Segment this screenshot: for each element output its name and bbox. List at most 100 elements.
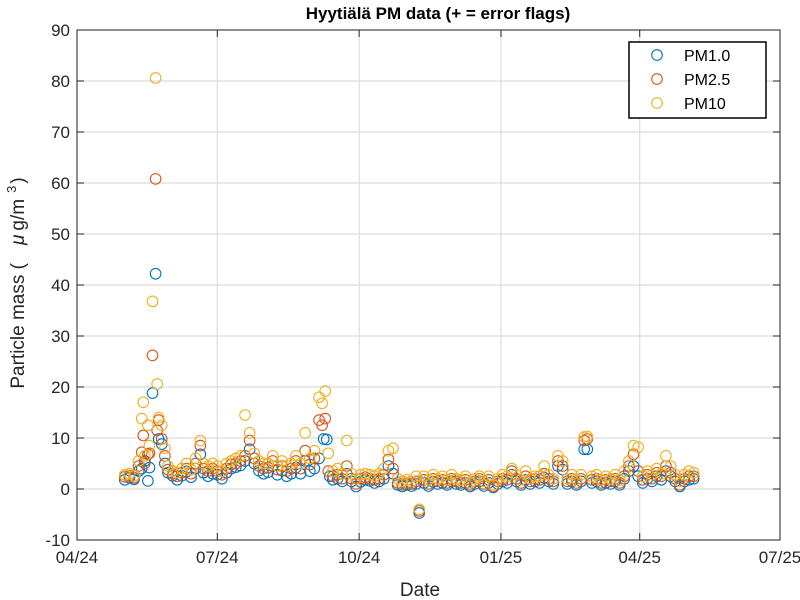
data-point [387, 462, 399, 475]
data-point [505, 462, 518, 475]
data-point [336, 472, 349, 485]
x-tick-label: 04/25 [618, 548, 661, 567]
x-axis-label: Date [400, 580, 440, 600]
data-point [340, 434, 353, 447]
legend-label: PM1.0 [684, 48, 730, 65]
data-point [185, 467, 197, 480]
data-point [303, 458, 316, 471]
data-point [487, 479, 500, 491]
x-tick-label: 10/24 [338, 548, 381, 567]
data-point [149, 72, 162, 84]
data-point [146, 387, 159, 399]
data-point [319, 385, 332, 397]
data-point [185, 463, 197, 476]
data-point [135, 412, 148, 425]
data-point [556, 460, 569, 472]
data-point [413, 503, 426, 516]
data-point [627, 439, 640, 452]
legend-marker [651, 73, 663, 85]
data-point [581, 433, 594, 445]
data-point [135, 446, 148, 459]
data-point [294, 457, 307, 470]
data-point [316, 397, 328, 410]
data-point [180, 457, 193, 470]
legend: PM1.0 PM2.5 PM10 [628, 41, 767, 119]
data-point [151, 378, 164, 390]
data-point [146, 295, 159, 308]
axis-ticks: -10 0 10 20 30 40 50 60 70 80 90 04/24 07/24 10/24 01/… [45, 21, 800, 567]
data-point [660, 450, 672, 462]
data-point [152, 411, 165, 424]
y-tick-label: -10 [45, 531, 70, 550]
legend-marker [651, 97, 663, 109]
data-point [623, 455, 635, 467]
legend-marker [651, 49, 663, 61]
data-point [316, 419, 328, 432]
data-point [396, 475, 409, 488]
legend-label: PM10 [684, 96, 726, 113]
data-point [382, 453, 395, 466]
data-point [377, 468, 390, 481]
data-point [243, 434, 256, 447]
data-point [137, 396, 150, 409]
data-point [319, 412, 332, 425]
data-point [599, 473, 612, 486]
data-point [143, 439, 156, 452]
data-point [359, 467, 372, 480]
legend-label: PM2.5 [684, 72, 730, 89]
data-point [364, 468, 376, 481]
data-point [308, 452, 321, 465]
data-point [137, 429, 150, 442]
data-point [266, 450, 279, 462]
data-point [138, 450, 151, 462]
data-point [632, 441, 645, 454]
data-point [496, 468, 509, 481]
data-point [257, 457, 270, 470]
data-point [673, 479, 686, 491]
data-point [354, 468, 367, 481]
data-point [142, 419, 154, 432]
data-point [118, 468, 131, 481]
data-point [243, 427, 256, 439]
data-point [149, 173, 162, 185]
y-axis-label-exponent: 3 [4, 186, 19, 193]
data-point [683, 465, 695, 478]
y-axis-label-mu: μ [8, 234, 29, 246]
data-point [547, 472, 560, 485]
y-tick-label: 60 [51, 174, 70, 193]
x-tick-label: 07/24 [196, 548, 239, 567]
data-point [529, 470, 541, 483]
data-point [159, 442, 171, 455]
data-point [149, 267, 162, 280]
data-point [194, 439, 207, 452]
data-point [155, 419, 168, 432]
data-point [155, 438, 168, 450]
data-point [687, 466, 700, 479]
data-point [299, 427, 312, 439]
data-points [118, 72, 700, 519]
data-point [410, 470, 423, 483]
data-point [581, 430, 594, 443]
y-tick-label: 30 [51, 327, 70, 346]
y-tick-label: 50 [51, 225, 70, 244]
series-pm10 [118, 72, 700, 516]
y-tick-label: 0 [61, 480, 70, 499]
data-point [239, 409, 251, 421]
data-point [336, 467, 349, 480]
chart-title: Hyytiälä PM data (+ = error flags) [306, 4, 571, 23]
y-tick-label: 90 [51, 21, 70, 40]
x-tick-label: 07/25 [759, 548, 800, 567]
y-axis-label: Particle mass (μ g/m 3) [4, 177, 29, 388]
y-tick-label: 70 [51, 123, 70, 142]
data-point [234, 450, 247, 462]
y-axis-label-close: ) [8, 177, 29, 183]
data-point [320, 433, 333, 446]
data-point [387, 442, 399, 455]
y-axis-label-main: Particle mass ( [8, 262, 29, 388]
data-point [132, 460, 145, 472]
data-point [322, 447, 335, 460]
x-tick-label: 04/24 [56, 548, 99, 567]
y-tick-label: 10 [51, 429, 70, 448]
y-tick-label: 20 [51, 378, 70, 397]
data-point [533, 470, 546, 483]
